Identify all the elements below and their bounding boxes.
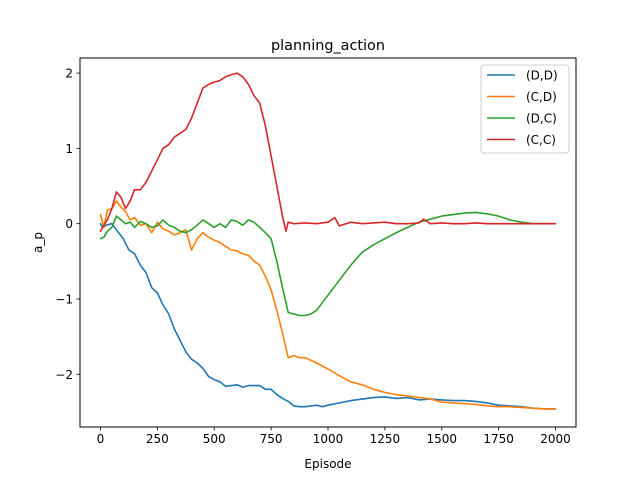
x-tick-label: 250 <box>146 432 169 446</box>
y-tick-label: −2 <box>55 368 73 382</box>
x-tick-label: 500 <box>203 432 226 446</box>
y-tick-label: 2 <box>65 67 73 81</box>
x-axis-label: Episode <box>304 457 351 471</box>
x-tick-label: 1000 <box>313 432 344 446</box>
series-line-2 <box>99 211 557 317</box>
legend-label-2: (D,C) <box>526 112 557 126</box>
x-tick-label: 750 <box>260 432 283 446</box>
legend-label-3: (C,C) <box>526 133 556 147</box>
y-tick-label: 1 <box>65 142 73 156</box>
plot-lines <box>99 72 557 410</box>
legend-label-1: (C,D) <box>526 90 557 104</box>
y-axis: −2 −1 0 1 2 <box>55 67 80 382</box>
x-tick-label: 2000 <box>540 432 571 446</box>
series-line-3 <box>99 72 557 232</box>
chart-title: planning_action <box>271 38 385 54</box>
x-axis: 0 250 500 750 1000 1250 1500 1750 2000 <box>97 427 571 446</box>
x-tick-label: 1250 <box>370 432 401 446</box>
legend-box <box>480 64 570 154</box>
x-tick-label: 1750 <box>483 432 514 446</box>
legend-label-0: (D,D) <box>526 69 558 83</box>
series-line-0 <box>99 222 557 410</box>
y-tick-label: 0 <box>65 217 73 231</box>
y-axis-label: a_p <box>31 232 45 253</box>
x-tick-label: 1500 <box>426 432 457 446</box>
x-tick-label: 0 <box>97 432 105 446</box>
y-tick-label: −1 <box>55 292 73 306</box>
legend: (D,D) (C,D) (D,C) (C,C) <box>480 64 570 154</box>
